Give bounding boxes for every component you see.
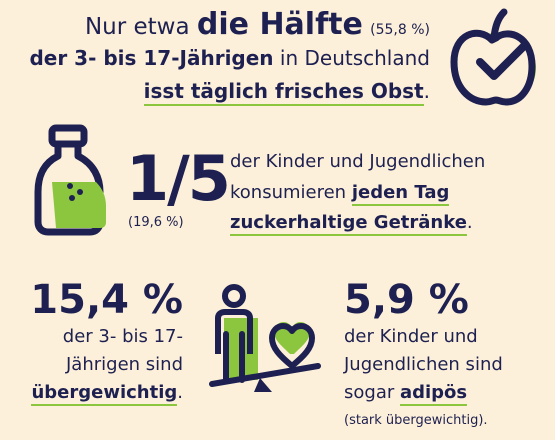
drinks-line-2: konsumieren jeden Tag (230, 182, 450, 206)
drinks-consume: konsumieren (230, 182, 352, 203)
fruit-line-2: der 3- bis 17-Jährigen in Deutschland (29, 48, 430, 68)
obese-line-1: der Kinder und (344, 326, 478, 347)
fruit-prefix: Nur etwa (84, 14, 197, 40)
overweight-line-1: der 3- bis 17- (62, 326, 183, 347)
drinks-fraction: 1/5 (126, 142, 231, 215)
fruit-line-1: Nur etwa die Hälfte (55,8 %) (85, 10, 430, 40)
overweight-emphasis: übergewichtig (31, 382, 178, 406)
obese-line-4: (stark übergewichtig). (344, 413, 488, 428)
obese-even: sogar (344, 382, 400, 403)
drinks-sugar-emphasis: zuckerhaltige Getränke (230, 212, 467, 236)
apple-check-icon (450, 8, 536, 106)
drinks-daily-emphasis: jeden Tag (351, 182, 450, 206)
fruit-age-emphasis: der 3- bis 17-Jährigen (29, 46, 274, 70)
fruit-country: in Deutschland (273, 46, 430, 70)
obese-line-2: Jugendlichen sind (344, 354, 503, 375)
fruit-half-emphasis: die Hälfte (196, 7, 363, 42)
overweight-line-3: übergewichtig. (31, 382, 183, 406)
obese-line-3: sogar adipös (344, 382, 468, 406)
drinks-line-3: zuckerhaltige Getränke. (230, 212, 473, 236)
drinks-percent: (19,6 %) (128, 215, 184, 230)
fruit-period: . (423, 79, 430, 103)
fruit-line-3: isst täglich frisches Obst. (143, 79, 430, 106)
drinks-line-1: der Kinder und Jugendlichen (230, 151, 486, 172)
obese-emphasis: adipös (399, 382, 468, 406)
drinks-period: . (466, 212, 473, 233)
fruit-percent: (55,8 %) (370, 22, 430, 38)
person-heart-scale-icon (209, 284, 321, 392)
overweight-line-2: Jährigen sind (66, 354, 183, 375)
fruit-daily-emphasis: isst täglich frisches Obst (143, 79, 424, 106)
overweight-period: . (177, 382, 183, 403)
bottle-icon (34, 124, 106, 236)
overweight-percent: 15,4 % (30, 277, 183, 323)
obese-percent: 5,9 % (344, 277, 469, 323)
